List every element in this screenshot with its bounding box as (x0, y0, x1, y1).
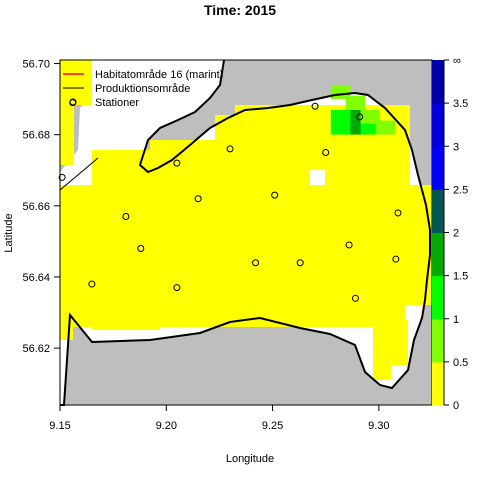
station-marker (122, 212, 130, 220)
station-marker (58, 173, 66, 181)
x-tick-label: 9.20 (156, 420, 177, 432)
x-axis: 9.15 9.20 9.25 9.30 (49, 405, 390, 432)
colorbar-bin (432, 318, 444, 363)
raster-cell-yellow (60, 105, 74, 165)
x-tick-label: 9.15 (49, 420, 70, 432)
legend-stations-label: Stationer (95, 97, 139, 109)
x-tick-label: 9.25 (262, 420, 283, 432)
x-axis-label: Longitude (226, 453, 274, 465)
y-tick-label: 56.64 (22, 272, 50, 284)
colorbar-tick-label: 3.5 (453, 98, 468, 110)
plot-area (58, 59, 433, 406)
station-marker (322, 148, 330, 156)
colorbar-bin (432, 60, 444, 104)
coastline (60, 59, 431, 406)
production-area-line (59, 157, 99, 191)
station-marker (252, 259, 260, 267)
station-marker (226, 145, 234, 153)
raster-cell (360, 109, 381, 124)
raster-cell (345, 109, 366, 124)
raster-cell-yellow (215, 115, 335, 150)
colorbar-tick-label: 2 (453, 228, 459, 240)
colorbar-tick-label: 3 (453, 141, 459, 153)
colorbar-bin (432, 146, 444, 190)
raster-cells (60, 60, 432, 380)
station-marker (351, 294, 359, 302)
colorbar-tick-label: 2.5 (453, 184, 468, 196)
stations-layer (58, 99, 402, 302)
station-marker (194, 195, 202, 203)
raster-cell (345, 95, 366, 110)
y-tick-label: 56.66 (22, 201, 50, 213)
plot-title: Time: 2015 (204, 2, 276, 18)
station-marker (173, 284, 181, 292)
colorbar-bin (432, 361, 444, 406)
colorbar-ticks: 0 0.5 1 1.5 2 2.5 3 3.5 ∞ (444, 55, 468, 412)
colorbar-bin (432, 189, 444, 233)
y-tick-label: 56.68 (22, 130, 50, 142)
y-tick-label: 56.62 (22, 343, 50, 355)
station-marker (137, 245, 145, 253)
station-marker (356, 113, 364, 121)
raster-cell (345, 120, 366, 135)
raster-cell-yellow (373, 345, 391, 380)
station-marker (88, 280, 96, 288)
colorbar (432, 60, 445, 406)
station-marker (392, 255, 400, 263)
legend-stations-symbol (69, 98, 77, 106)
raster-cell-yellow (60, 60, 92, 105)
colorbar-bin (432, 275, 444, 320)
raster-cell-yellow (410, 185, 425, 240)
colorbar-tick-label: ∞ (453, 55, 461, 67)
legend: Habitatområde 16 (marint) Produktionsomr… (63, 69, 223, 109)
raster-cell (330, 120, 351, 135)
raster-cell-yellow (60, 185, 432, 305)
station-marker (345, 241, 353, 249)
colorbar-bin (432, 232, 444, 277)
y-axis-label: Latitude (3, 213, 15, 252)
colorbar-tick-label: 0 (453, 400, 459, 412)
station-marker (271, 191, 279, 199)
colorbar-tick-label: 1.5 (453, 271, 468, 283)
station-marker (394, 209, 402, 217)
y-axis: 56.62 56.64 56.66 56.68 56.70 (22, 59, 60, 355)
y-tick-label: 56.70 (22, 59, 50, 71)
station-marker (311, 102, 319, 110)
raster-cell-yellow (60, 305, 73, 340)
colorbar-tick-label: 0.5 (453, 357, 468, 369)
colorbar-tick-label: 1 (453, 314, 459, 326)
legend-production-label: Produktionsområde (95, 83, 190, 95)
colorbar-bin (432, 103, 444, 147)
x-tick-label: 9.30 (368, 420, 389, 432)
raster-cell (330, 109, 351, 124)
raster-cell (375, 120, 395, 135)
raster-cell-yellow (92, 325, 160, 330)
station-marker (296, 259, 304, 267)
station-marker (173, 159, 181, 167)
raster-cell (360, 120, 381, 135)
legend-habitat-label: Habitatområde 16 (marint) (95, 69, 223, 81)
